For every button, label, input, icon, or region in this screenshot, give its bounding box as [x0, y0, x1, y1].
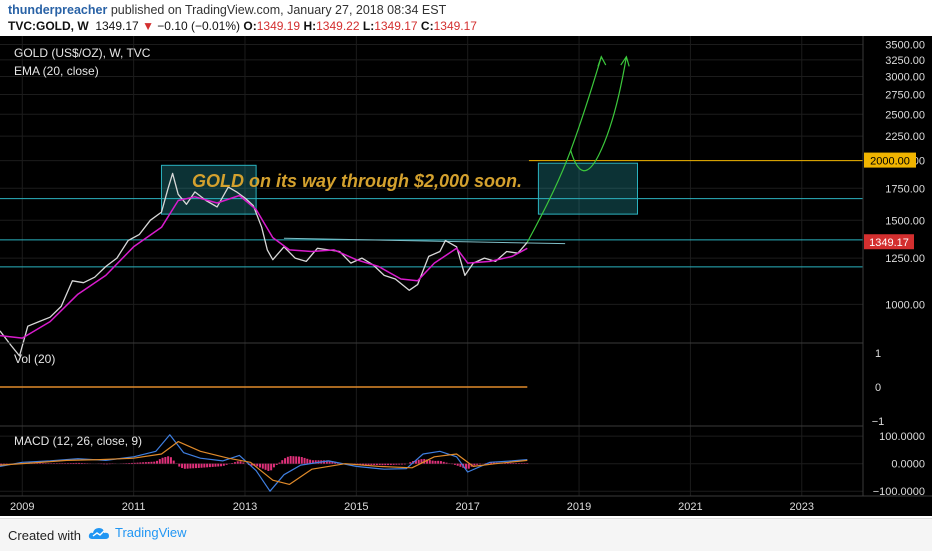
price-tick-label: 2250.00 [885, 131, 925, 143]
high-label: H: [303, 19, 317, 33]
price-tick-label: 1000.00 [885, 299, 925, 311]
author-link[interactable]: thunderpreacher [8, 3, 108, 17]
published-text: published on TradingView.com, January 27… [110, 3, 447, 17]
price-tick-label: 3500.00 [885, 40, 925, 52]
chart-canvas[interactable]: 3500.00 3250.00 3000.00 2750.00 2500.00 2250.… [0, 36, 932, 516]
publish-line: thunderpreacher published on TradingView… [8, 3, 446, 17]
macd-signal-line [0, 441, 528, 485]
time-tick-label: 2021 [678, 501, 702, 513]
chart-header: thunderpreacher published on TradingView… [0, 0, 932, 36]
trend-line [283, 237, 566, 245]
projection-arrow-right [570, 56, 627, 172]
tradingview-label: TradingView [115, 525, 187, 540]
last-price-badge [864, 234, 914, 250]
vol-label: Vol (20) [14, 352, 55, 366]
arrow-head-icon [620, 55, 630, 67]
target-price-badge [864, 152, 916, 168]
time-tick-label: 2013 [233, 501, 257, 513]
price-tick-label: 2750.00 [885, 90, 925, 102]
ohlc-line: TVC:GOLD, W 1349.17 ▼ −0.10 (−0.01%) O:1… [8, 19, 477, 33]
arrow-head-icon [597, 55, 607, 67]
time-tick-label: 2015 [344, 501, 368, 513]
close-value: 1349.17 [433, 19, 477, 33]
last-price: 1349.17 [95, 19, 139, 33]
created-with-text: Created with [8, 528, 81, 543]
macd-tick-label: 100.0000 [879, 431, 925, 443]
vol-tick-label: 0 [875, 382, 881, 394]
time-tick-label: 2017 [455, 501, 479, 513]
highlight-box [537, 162, 639, 215]
series [0, 172, 529, 492]
cloud-logo-icon [88, 527, 109, 539]
chart-area[interactable]: 3500.00 3250.00 3000.00 2750.00 2500.00 2250.… [0, 36, 932, 516]
last-price-badge-text: 1349.17 [869, 237, 909, 249]
vol-tick-label: −1 [872, 416, 885, 428]
annotation-text[interactable]: GOLD on its way through $2,000 soon. [192, 171, 522, 191]
macd-tick-label: −100.0000 [873, 486, 925, 498]
high-value: 1349.22 [316, 19, 360, 33]
gold-price-line [0, 172, 528, 357]
price-tick-label: 3000.00 [885, 71, 925, 83]
time-tick-label: 2023 [790, 501, 814, 513]
macd-label: MACD (12, 26, close, 9) [14, 434, 142, 448]
price-tick-label: 2500.00 [885, 109, 925, 121]
vol-tick-label: 1 [875, 348, 881, 360]
low-value: 1349.17 [374, 19, 418, 33]
footer: Created with TradingView [0, 518, 932, 551]
open-value: 1349.19 [256, 19, 301, 33]
tradingview-brand[interactable]: TradingView [88, 525, 187, 540]
macd-tick-label: 0.0000 [891, 459, 925, 471]
chart-title: GOLD (US$/OZ), W, TVC [14, 46, 151, 60]
ema-line [0, 194, 528, 339]
open-label: O: [243, 19, 257, 33]
time-tick-label: 2009 [10, 501, 34, 513]
price-tick-label: 3250.00 [885, 55, 925, 67]
down-arrow-icon: ▼ [142, 19, 154, 33]
time-tick-label: 2019 [567, 501, 591, 513]
low-label: L: [362, 19, 375, 33]
ema-label: EMA (20, close) [14, 64, 99, 78]
time-tick-label: 2011 [122, 501, 146, 513]
price-tick-label: 1250.00 [885, 253, 925, 265]
target-price-badge-text: 2000.00 [870, 156, 910, 168]
symbol-label: TVC:GOLD, W [8, 19, 89, 33]
price-tick-label: 1500.00 [885, 215, 925, 227]
price-labels: 1349.17 2000.00 [864, 152, 916, 250]
price-change: −0.10 (−0.01%) [157, 19, 241, 33]
grid [0, 36, 863, 496]
price-tick-label: 1750.00 [885, 183, 925, 195]
close-label: C: [420, 19, 434, 33]
